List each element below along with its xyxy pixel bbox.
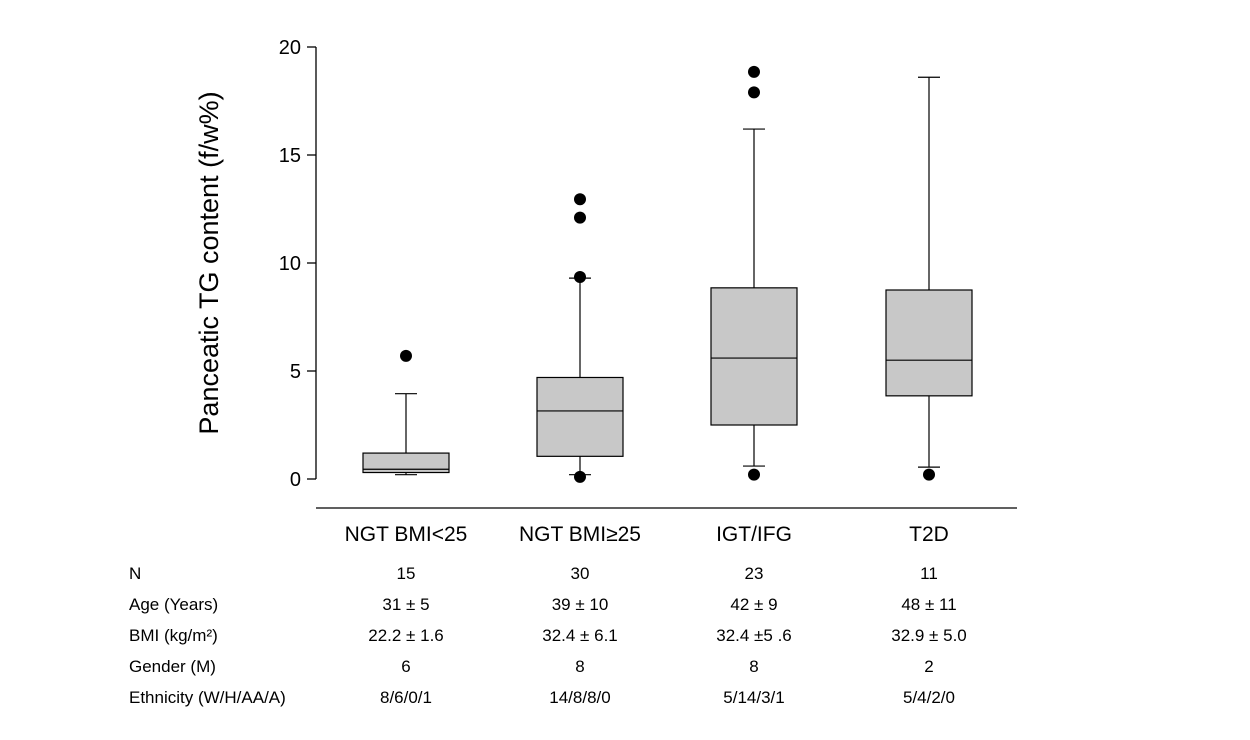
- box-4: [885, 289, 973, 397]
- box-1: [362, 452, 450, 474]
- category-label-4: T2D: [909, 523, 949, 546]
- outlier-point-2-2: [574, 271, 586, 284]
- table-cell-1-3: 23: [745, 564, 764, 583]
- y-tick-label-10: 10: [279, 253, 301, 275]
- table-row-label-4: Gender (M): [129, 657, 216, 676]
- y-axis-title: Panceatic TG content (f/w%): [194, 91, 224, 434]
- box-2: [536, 376, 624, 457]
- outlier-point-4-1: [923, 468, 935, 481]
- table-row-label-5: Ethnicity (W/H/AA/A): [129, 688, 286, 707]
- category-label-3: IGT/IFG: [716, 523, 792, 546]
- category-label-2: NGT BMI≥25: [519, 523, 641, 546]
- table-cell-1-4: 11: [920, 564, 938, 583]
- table-cell-5-2: 14/8/8/0: [549, 688, 610, 707]
- table-cell-1-1: 15: [397, 564, 416, 583]
- table-row-label-3: BMI (kg/m²): [129, 626, 218, 645]
- table-cell-5-1: 8/6/0/1: [380, 688, 432, 707]
- table-cell-4-4: 2: [924, 657, 933, 676]
- y-tick-label-20: 20: [279, 37, 301, 59]
- outlier-point-3-1: [748, 468, 760, 481]
- table-cell-3-3: 32.4 ±5 .6: [716, 626, 792, 645]
- table-row-label-2: Age (Years): [129, 595, 218, 614]
- outlier-point-3-2: [748, 86, 760, 99]
- outlier-point-2-3: [574, 211, 586, 224]
- table-cell-5-4: 5/4/2/0: [903, 688, 955, 707]
- table-cell-2-3: 42 ± 9: [730, 595, 777, 614]
- table-row-label-1: N: [129, 564, 141, 583]
- outlier-point-2-1: [574, 470, 586, 483]
- table-cell-2-1: 31 ± 5: [382, 595, 429, 614]
- y-tick-label-0: 0: [290, 469, 301, 491]
- table-cell-4-3: 8: [749, 657, 758, 676]
- table-cell-4-2: 8: [575, 657, 584, 676]
- table-cell-2-2: 39 ± 10: [552, 595, 609, 614]
- y-tick-label-15: 15: [279, 145, 301, 167]
- table-cell-1-2: 30: [571, 564, 590, 583]
- table-cell-5-3: 5/14/3/1: [723, 688, 784, 707]
- category-label-1: NGT BMI<25: [345, 523, 468, 546]
- box-3: [710, 287, 798, 426]
- y-tick-label-5: 5: [290, 361, 301, 383]
- outlier-point-1-1: [400, 349, 412, 362]
- outlier-point-2-4: [574, 193, 586, 206]
- outlier-point-3-3: [748, 65, 760, 78]
- table-cell-4-1: 6: [401, 657, 410, 676]
- table-cell-2-4: 48 ± 11: [901, 595, 956, 614]
- table-cell-3-2: 32.4 ± 6.1: [542, 626, 618, 645]
- table-cell-3-4: 32.9 ± 5.0: [891, 626, 967, 645]
- table-cell-3-1: 22.2 ± 1.6: [368, 626, 444, 645]
